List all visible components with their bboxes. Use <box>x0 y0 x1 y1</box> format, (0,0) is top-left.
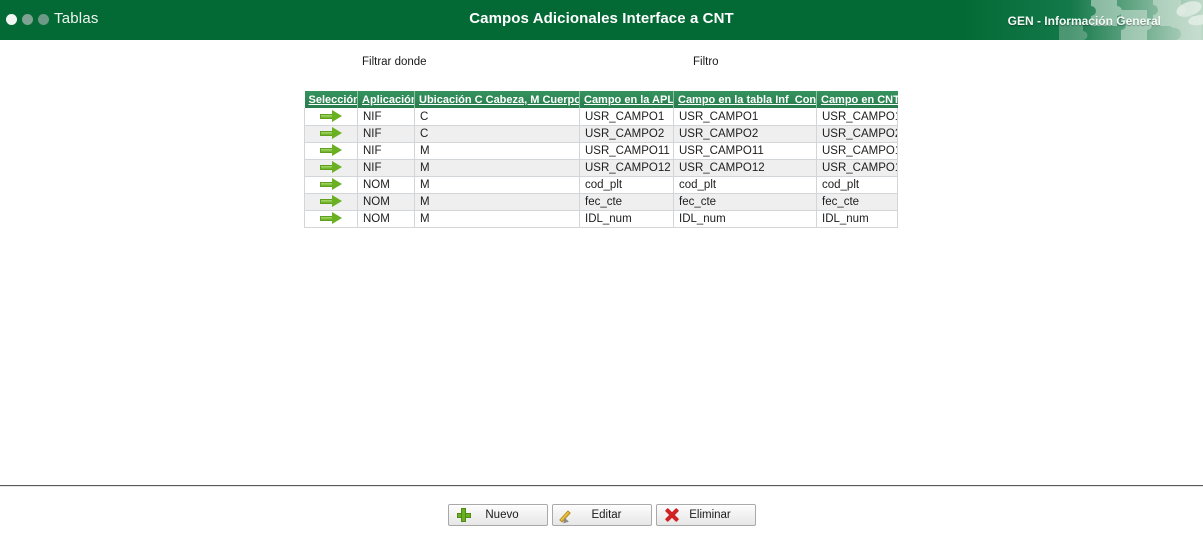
green-arrow-icon[interactable] <box>320 127 342 140</box>
green-arrow-icon[interactable] <box>320 161 342 174</box>
minimize-dot-icon[interactable] <box>22 14 33 25</box>
cell-ubicacion: C <box>414 108 580 126</box>
column-header-campo-cnt[interactable]: Campo en CNT <box>816 91 898 108</box>
delete-button-label: Eliminar <box>689 509 731 521</box>
window-controls <box>6 14 49 25</box>
cell-campo-apl: USR_CAMPO2 <box>579 125 674 143</box>
column-header-ubicacion-label[interactable]: Ubicación C Cabeza, M Cuerpo <box>419 93 580 106</box>
column-header-aplicacion[interactable]: Aplicación <box>357 91 415 108</box>
cell-ubicacion: M <box>414 193 580 211</box>
cell-ubicacion: M <box>414 210 580 228</box>
cell-aplicacion: NIF <box>357 142 415 160</box>
green-arrow-icon[interactable] <box>320 110 342 123</box>
records-grid: Selección Aplicación Ubicación C Cabeza,… <box>304 91 898 228</box>
green-arrow-icon[interactable] <box>320 195 342 208</box>
cell-campo-cnt: USR_CAMPO2 <box>816 125 898 143</box>
filter-label: Filtro <box>693 56 719 68</box>
cell-aplicacion: NOM <box>357 210 415 228</box>
records-table: Selección Aplicación Ubicación C Cabeza,… <box>304 91 898 228</box>
cell-campo-cnt: USR_CAMPO11 <box>816 142 898 160</box>
row-select-cell[interactable] <box>304 176 358 194</box>
column-header-aplicacion-label[interactable]: Aplicación <box>362 93 415 106</box>
green-arrow-icon[interactable] <box>320 178 342 191</box>
module-label: GEN - Información General <box>1007 14 1161 28</box>
cell-campo-cnt: IDL_num <box>816 210 898 228</box>
column-header-seleccion-label[interactable]: Selección <box>308 93 358 106</box>
cell-campo-apl: cod_plt <box>579 176 674 194</box>
page-title: Campos Adicionales Interface a CNT <box>469 10 734 27</box>
filter-toolbar: Filtrar donde Aplicación Filtro <box>0 48 1203 114</box>
cell-ubicacion: M <box>414 159 580 177</box>
cell-campo-tabla: fec_cte <box>673 193 817 211</box>
puzzle-decoration-icon <box>963 0 1203 40</box>
column-header-campo-apl[interactable]: Campo en la APL <box>579 91 674 108</box>
footer-divider <box>0 485 1203 487</box>
x-icon <box>664 507 679 523</box>
cell-campo-apl: USR_CAMPO12 <box>579 159 674 177</box>
cell-campo-apl: fec_cte <box>579 193 674 211</box>
cell-ubicacion: M <box>414 142 580 160</box>
green-arrow-icon[interactable] <box>320 212 342 225</box>
cell-campo-tabla: USR_CAMPO11 <box>673 142 817 160</box>
edit-button[interactable]: Editar <box>551 504 652 526</box>
cell-campo-cnt: USR_CAMPO1 <box>816 108 898 126</box>
cell-campo-tabla: IDL_num <box>673 210 817 228</box>
column-header-campo-tabla[interactable]: Campo en la tabla Inf_Con <box>673 91 817 108</box>
row-select-cell[interactable] <box>304 142 358 160</box>
table-row[interactable]: NOM M IDL_num IDL_num IDL_num <box>304 210 898 228</box>
column-header-ubicacion[interactable]: Ubicación C Cabeza, M Cuerpo <box>414 91 580 108</box>
cell-aplicacion: NIF <box>357 125 415 143</box>
cell-ubicacion: C <box>414 125 580 143</box>
table-row[interactable]: NIF C USR_CAMPO1 USR_CAMPO1 USR_CAMPO1 <box>304 108 898 126</box>
row-select-cell[interactable] <box>304 125 358 143</box>
new-button-label: Nuevo <box>485 509 519 521</box>
cell-campo-tabla: USR_CAMPO2 <box>673 125 817 143</box>
action-button-bar: Nuevo Editar Eliminar <box>0 504 1203 526</box>
cell-ubicacion: M <box>414 176 580 194</box>
table-header-row: Selección Aplicación Ubicación C Cabeza,… <box>304 91 898 108</box>
new-button[interactable]: Nuevo <box>447 504 548 526</box>
close-dot-icon[interactable] <box>6 14 17 25</box>
cell-aplicacion: NOM <box>357 193 415 211</box>
cell-campo-tabla: USR_CAMPO12 <box>673 159 817 177</box>
cell-aplicacion: NIF <box>357 159 415 177</box>
maximize-dot-icon[interactable] <box>38 14 49 25</box>
cell-campo-apl: USR_CAMPO1 <box>579 108 674 126</box>
row-select-cell[interactable] <box>304 193 358 211</box>
cell-campo-cnt: USR_CAMPO12 <box>816 159 898 177</box>
row-select-cell[interactable] <box>304 210 358 228</box>
app-label: Tablas <box>54 10 99 27</box>
cell-campo-tabla: cod_plt <box>673 176 817 194</box>
table-row[interactable]: NIF C USR_CAMPO2 USR_CAMPO2 USR_CAMPO2 <box>304 125 898 143</box>
cell-campo-cnt: fec_cte <box>816 193 898 211</box>
title-bar: Tablas Campos Adicionales Interface a CN… <box>0 0 1203 40</box>
plus-icon <box>456 508 471 522</box>
delete-button[interactable]: Eliminar <box>655 504 756 526</box>
row-select-cell[interactable] <box>304 159 358 177</box>
column-header-seleccion[interactable]: Selección <box>304 91 358 108</box>
pencil-icon <box>558 508 576 525</box>
column-header-campo-cnt-label[interactable]: Campo en CNT <box>821 93 898 106</box>
cell-campo-apl: USR_CAMPO11 <box>579 142 674 160</box>
column-header-campo-apl-label[interactable]: Campo en la APL <box>584 93 674 106</box>
cell-campo-apl: IDL_num <box>579 210 674 228</box>
cell-campo-tabla: USR_CAMPO1 <box>673 108 817 126</box>
green-arrow-icon[interactable] <box>320 144 342 157</box>
column-header-campo-tabla-label[interactable]: Campo en la tabla Inf_Con <box>678 93 817 106</box>
cell-aplicacion: NIF <box>357 108 415 126</box>
filter-by-label: Filtrar donde <box>362 56 427 68</box>
row-select-cell[interactable] <box>304 108 358 126</box>
cell-aplicacion: NOM <box>357 176 415 194</box>
edit-button-label: Editar <box>591 509 622 521</box>
cell-campo-cnt: cod_plt <box>816 176 898 194</box>
